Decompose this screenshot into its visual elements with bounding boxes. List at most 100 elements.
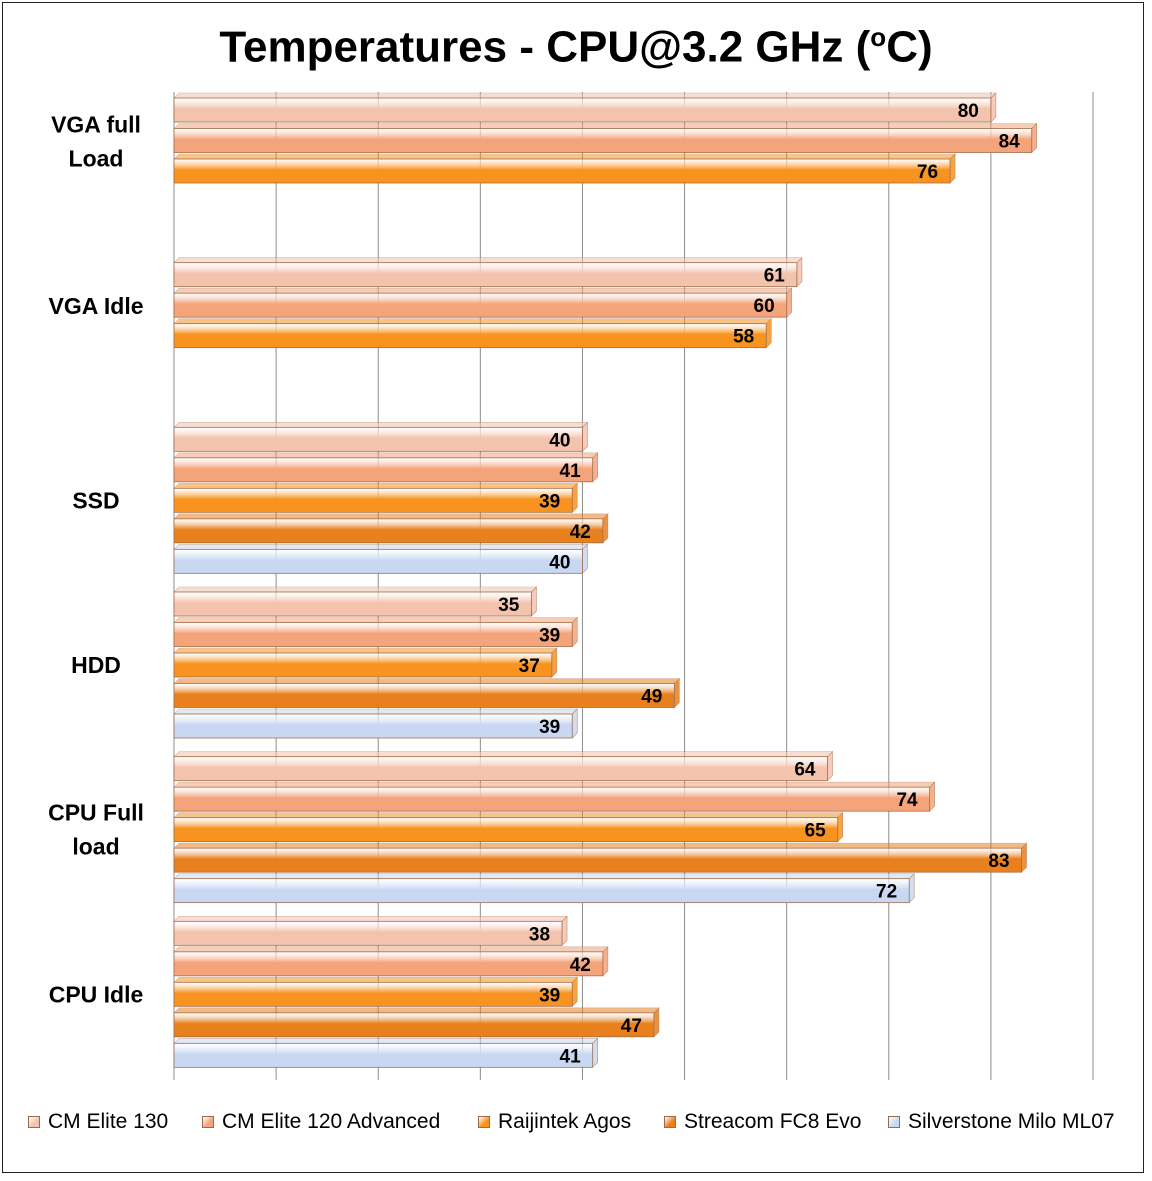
bar [173,128,1033,153]
value-label: 41 [560,1046,582,1067]
value-label: 58 [733,327,754,348]
chart-title: Temperatures - CPU@3.2 GHz (oC) [0,22,1152,73]
bar-side-face [990,92,997,123]
bar-top-face [173,873,915,879]
chart-title-unit: C) [886,22,933,72]
bar-side-face [571,482,578,514]
bar-side-face [786,287,792,318]
bar [173,1012,655,1038]
bar-side-face [602,513,609,544]
bar-top-face [173,544,589,550]
bar [173,548,583,574]
value-label: 74 [896,790,918,811]
bar-side-face [1021,842,1027,873]
category-label: CPU Idle [49,981,144,1007]
bar [173,652,553,678]
legend-label: CM Elite 130 [48,1110,169,1133]
bar-top-face [173,123,1038,129]
bar-side-face [571,708,578,739]
bar-side-face [674,677,680,709]
bar-top-face [173,916,568,922]
bar-top-face [173,678,681,684]
legend-swatch [202,1116,214,1128]
bar-side-face [765,317,772,349]
legend-swatch [888,1116,900,1128]
category-label: VGA full [51,112,141,138]
bar [173,683,675,708]
bar-side-face [582,421,588,453]
bar [173,756,828,782]
bar [173,158,951,184]
category-label: Load [69,146,124,172]
value-label: 39 [539,626,560,647]
value-label: 80 [958,101,979,122]
chart-title-degree: o [870,22,887,52]
value-label: 35 [498,595,520,616]
bar-side-face [571,976,578,1008]
bar [173,951,604,977]
bar-side-face [571,616,578,648]
legend-label: CM Elite 120 Advanced [222,1110,441,1133]
bar-side-face [949,153,956,184]
bar [173,847,1022,873]
bar [173,487,573,513]
bar [173,457,594,483]
value-label: 38 [529,924,550,945]
legend-item: Raijintek Agos [478,1110,631,1134]
bar [173,713,573,739]
bar [173,878,910,904]
bar-top-face [173,647,558,654]
bar-side-face [827,750,833,782]
category-label: VGA Idle [49,293,144,319]
legend-item: Silverstone Milo ML07 [888,1110,1115,1134]
bar-top-face [173,483,578,489]
legend-item: Streacom FC8 Evo [664,1110,861,1134]
bar-top-face [173,422,589,428]
legend-label: Raijintek Agos [498,1110,632,1133]
value-label: 39 [539,717,560,738]
bar-side-face [531,586,537,617]
bar [173,622,573,647]
bar-top-face [173,318,772,324]
legend-label: Silverstone Milo ML07 [908,1110,1115,1133]
bar-top-face [173,452,599,459]
bar-top-face [173,946,609,953]
bar-top-face [173,153,956,160]
legend-swatch [478,1116,490,1128]
bar [173,1042,594,1068]
value-label: 64 [794,760,816,781]
bar-side-face [929,781,935,812]
value-label: 83 [988,851,1009,872]
value-label: 49 [641,687,662,708]
bar-side-face [796,256,803,288]
bar-top-face [173,1007,660,1014]
legend-label: Streacom FC8 Evo [684,1110,862,1133]
bar [173,292,788,318]
bar [173,817,839,843]
bar-top-face [173,751,834,757]
bar [173,786,931,812]
bar-top-face [173,617,578,623]
bar-side-face [551,647,558,678]
value-label: 39 [539,491,560,512]
bar-side-face [908,872,915,904]
value-label: 37 [519,656,540,677]
bar-top-face [173,257,803,263]
value-label: 65 [805,821,827,842]
value-label: 40 [549,552,570,573]
bar [173,262,798,288]
bar-top-face [173,781,936,788]
value-label: 60 [754,296,775,317]
value-label: 72 [876,882,897,903]
bar-side-face [561,915,568,947]
legend-item: CM Elite 120 Advanced [202,1110,440,1134]
category-label: CPU Full [48,800,144,826]
bar [173,97,992,123]
value-label: 84 [999,132,1021,153]
bar-top-face [173,842,1028,849]
bar-side-face [1031,122,1038,154]
bar [173,426,583,452]
bar [173,518,604,544]
bar-side-face [592,452,598,483]
